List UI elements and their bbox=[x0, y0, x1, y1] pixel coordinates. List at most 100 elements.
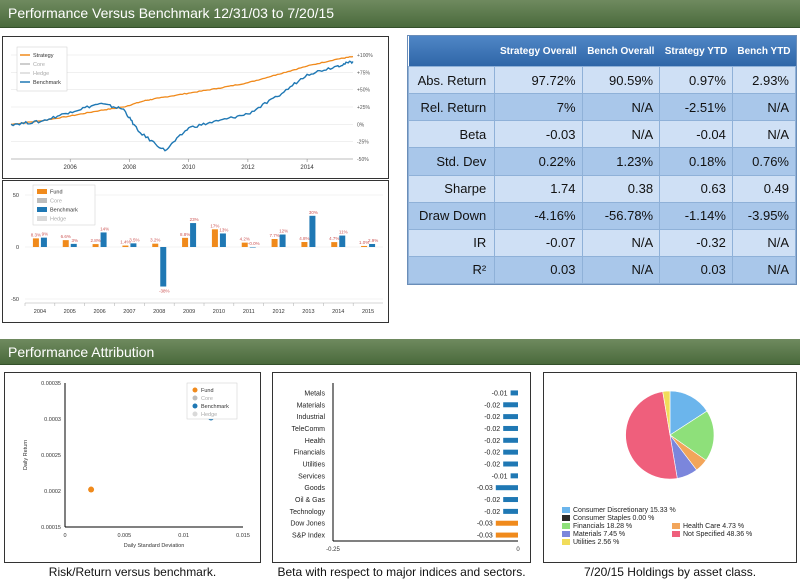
bar-benchmark bbox=[160, 247, 167, 287]
table-header-row: Strategy Overall Bench Overall Strategy YT… bbox=[408, 36, 796, 67]
beta-bar bbox=[503, 402, 518, 408]
data-label: -0.02 bbox=[484, 414, 500, 421]
x-axis-label: Daily Standard Deviation bbox=[124, 543, 185, 549]
row-label: IR bbox=[407, 228, 496, 257]
beta-bar bbox=[510, 390, 518, 396]
category-label: Dow Jones bbox=[290, 521, 325, 528]
legend-label: Materials 7.45 % bbox=[573, 531, 625, 538]
y-tick-label: 0.0002 bbox=[44, 489, 61, 495]
pie-panel: Consumer Discretionary 15.33 % Consumer S… bbox=[543, 372, 797, 563]
data-label-fund: 17% bbox=[210, 223, 219, 228]
beta-bar bbox=[495, 520, 518, 526]
y-axis-label: Daily Return bbox=[23, 440, 29, 470]
legend-label: Strategy bbox=[33, 53, 54, 59]
bar-fund bbox=[32, 238, 39, 247]
bar-fund bbox=[271, 238, 278, 247]
beta-bar-chart: -0.25 0 Metals -0.01 Materials -0.02 Industria… bbox=[290, 383, 520, 553]
data-label-benchmark: 9% bbox=[42, 232, 49, 237]
data-label-benchmark: -0.0% bbox=[248, 241, 260, 246]
data-label-fund: 4.7% bbox=[329, 236, 339, 241]
section-header-attribution: Performance Attribution bbox=[0, 339, 800, 365]
caption-holdings: 7/20/15 Holdings by asset class. bbox=[583, 565, 757, 579]
legend-swatch bbox=[37, 207, 47, 212]
x-tick-label: 2005 bbox=[64, 309, 76, 315]
legend-swatch bbox=[192, 411, 198, 417]
bar-fund bbox=[211, 229, 218, 247]
table-cell: N/A bbox=[581, 93, 661, 122]
data-label-fund: 4.2% bbox=[240, 237, 250, 242]
legend-label: Benchmark bbox=[201, 404, 229, 410]
table-cell: N/A bbox=[731, 255, 797, 285]
table-cell: 0.49 bbox=[731, 174, 797, 203]
y-tick-label: 0 bbox=[16, 245, 19, 251]
row-label: Beta bbox=[407, 120, 496, 149]
table-cell: N/A bbox=[581, 228, 661, 257]
table-cell: -0.04 bbox=[659, 120, 733, 149]
data-label-benchmark: 13% bbox=[219, 227, 228, 232]
x-tick-label: 0.005 bbox=[117, 533, 131, 539]
table-cell: 0.22% bbox=[494, 147, 583, 176]
legend-swatch bbox=[562, 531, 570, 537]
y-tick-label: 50 bbox=[13, 193, 19, 199]
data-label-fund: 8.8% bbox=[180, 232, 190, 237]
beta-bar bbox=[503, 497, 518, 503]
data-label-benchmark: -38% bbox=[159, 289, 170, 294]
table-cell: 0.63 bbox=[659, 174, 733, 203]
table-cell: 2.93% bbox=[731, 65, 797, 95]
caption-beta: Beta with respect to major indices and s… bbox=[277, 565, 526, 579]
table-cell: 0.18% bbox=[659, 147, 733, 176]
row-label: Abs. Return bbox=[407, 65, 496, 95]
bar-benchmark bbox=[130, 243, 137, 247]
beta-bar bbox=[503, 449, 518, 455]
x-tick-label: 0 bbox=[516, 547, 520, 553]
bar-fund bbox=[152, 243, 159, 247]
bar-fund bbox=[182, 237, 189, 247]
legend-swatch bbox=[37, 198, 47, 203]
data-label: -0.02 bbox=[484, 438, 500, 445]
bar-benchmark bbox=[40, 237, 47, 247]
table-cell: 0.76% bbox=[731, 147, 797, 176]
table-cell: -0.32 bbox=[659, 228, 733, 257]
legend-swatch bbox=[672, 523, 680, 529]
x-tick-label: 2011 bbox=[243, 309, 255, 315]
beta-bar bbox=[503, 508, 518, 514]
category-label: Health bbox=[305, 438, 325, 445]
y-tick-label: -50% bbox=[357, 157, 369, 163]
legend-swatch bbox=[37, 216, 47, 221]
bar-benchmark bbox=[219, 233, 226, 247]
bar-benchmark bbox=[369, 243, 376, 247]
category-label: Oil & Gas bbox=[295, 497, 325, 504]
table-cell: -3.95% bbox=[731, 201, 797, 230]
bar-fund bbox=[122, 245, 129, 247]
x-tick-label: 2012 bbox=[241, 165, 255, 171]
legend-label: Core bbox=[201, 396, 213, 402]
table-cell: N/A bbox=[581, 120, 661, 149]
bar-benchmark bbox=[339, 235, 346, 247]
table-cell: 7% bbox=[494, 93, 583, 122]
bar-benchmark bbox=[100, 232, 107, 247]
line-chart: +100% +75% +50% +25% 0% -25% -50% 2006 2008 2010 2… bbox=[10, 46, 373, 171]
column-header: Strategy YTD bbox=[659, 36, 733, 67]
data-label-fund: 8.3% bbox=[31, 232, 41, 237]
x-tick-label: 2006 bbox=[93, 309, 105, 315]
pie-slice bbox=[662, 390, 671, 436]
legend-label: Consumer Discretionary 15.33 % bbox=[573, 507, 676, 514]
table-cell: 90.59% bbox=[581, 65, 661, 95]
table-body: Abs. Return 97.72% 90.59% 0.97% 2.93% Rel. Re… bbox=[407, 65, 797, 285]
x-tick-label: 2008 bbox=[123, 165, 137, 171]
data-label: -0.03 bbox=[477, 521, 493, 528]
x-tick-label: 0.015 bbox=[236, 533, 250, 539]
beta-bar bbox=[495, 485, 518, 491]
data-label-fund: 1.0% bbox=[359, 240, 369, 245]
row-label: Rel. Return bbox=[407, 93, 496, 122]
pie-slice bbox=[669, 410, 715, 461]
y-tick-label: -25% bbox=[357, 140, 369, 146]
bar-fund bbox=[361, 245, 368, 247]
table-row: R² 0.03 N/A 0.03 N/A bbox=[407, 255, 797, 285]
row-label: R² bbox=[407, 255, 496, 285]
x-tick-label: 2015 bbox=[362, 309, 374, 315]
table-row: IR -0.07 N/A -0.32 N/A bbox=[407, 228, 797, 257]
y-tick-label: +100% bbox=[357, 53, 373, 59]
category-label: S&P Index bbox=[292, 533, 325, 540]
